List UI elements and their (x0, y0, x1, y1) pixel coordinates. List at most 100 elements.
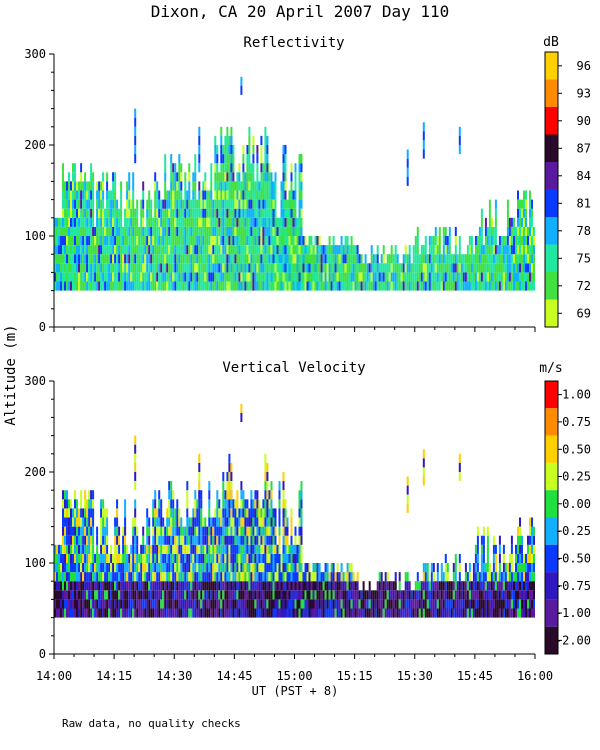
data-cell (250, 608, 253, 618)
data-cell (270, 553, 273, 563)
data-cell (58, 544, 60, 554)
data-cell (232, 190, 235, 200)
data-cell (122, 590, 125, 600)
data-cell (527, 608, 529, 618)
data-cell (168, 490, 171, 500)
data-cell (356, 272, 359, 282)
data-cell (274, 581, 277, 591)
data-cell (154, 208, 157, 218)
data-cell (270, 263, 273, 273)
data-cell (92, 590, 95, 600)
data-cell (88, 608, 91, 618)
data-cell (220, 272, 223, 282)
data-cell (256, 599, 259, 609)
data-cell (525, 272, 527, 282)
data-cell (184, 590, 187, 600)
data-cell (256, 608, 259, 618)
data-cell (156, 199, 159, 209)
data-cell (476, 254, 479, 264)
data-cell (278, 245, 281, 255)
data-cell (394, 599, 397, 609)
data-cell (76, 517, 78, 527)
data-cell (424, 263, 427, 273)
data-cell (256, 281, 259, 291)
data-cell (66, 599, 68, 609)
data-cell (208, 572, 211, 582)
data-cell (226, 126, 229, 136)
data-cell (460, 590, 463, 600)
data-cell (517, 544, 519, 554)
data-cell (94, 254, 97, 264)
data-cell (166, 590, 169, 600)
data-cell (94, 263, 97, 273)
data-cell (442, 226, 445, 236)
data-cell (234, 590, 237, 600)
data-cell (224, 499, 227, 509)
data-cell (108, 245, 111, 255)
data-cell (306, 563, 309, 573)
data-cell (150, 553, 153, 563)
data-cell (120, 217, 123, 227)
data-cell (186, 236, 189, 246)
data-cell (210, 190, 213, 200)
colorbar-label: 0.50 (562, 442, 591, 456)
data-cell (158, 581, 161, 591)
data-cell (144, 226, 147, 236)
data-cell (200, 226, 203, 236)
data-cell (358, 272, 361, 282)
data-cell (390, 245, 393, 255)
data-cell (208, 263, 211, 273)
data-cell (531, 245, 533, 255)
data-cell (116, 208, 119, 218)
data-cell (444, 599, 447, 609)
data-cell (62, 526, 64, 536)
data-cell (416, 581, 419, 591)
data-cell (228, 508, 231, 518)
data-cell (226, 481, 229, 491)
data-cell (270, 599, 273, 609)
data-cell (68, 572, 70, 582)
data-cell (342, 590, 345, 600)
data-cell (354, 263, 357, 273)
data-cell (202, 281, 205, 291)
data-cell (304, 563, 307, 573)
data-cell (258, 544, 261, 554)
data-cell (228, 544, 231, 554)
data-cell (268, 590, 271, 600)
data-cell (258, 581, 261, 591)
data-cell (314, 254, 317, 264)
data-cell (270, 508, 273, 518)
data-cell (250, 245, 253, 255)
data-cell (268, 163, 271, 173)
data-cell (224, 544, 227, 554)
data-cell (196, 590, 199, 600)
data-cell (104, 508, 107, 518)
data-cell (94, 590, 97, 600)
data-cell (186, 572, 189, 582)
data-cell (228, 535, 231, 545)
data-cell (519, 526, 521, 536)
data-cell (400, 590, 403, 600)
data-cell (322, 254, 325, 264)
data-cell (266, 135, 269, 145)
data-cell (502, 544, 505, 554)
data-cell (523, 208, 525, 218)
data-cell (316, 581, 319, 591)
data-cell (238, 272, 241, 282)
data-cell (394, 590, 397, 600)
data-cell (90, 544, 93, 554)
data-cell (394, 572, 397, 582)
data-cell (450, 599, 453, 609)
data-cell (488, 590, 491, 600)
data-cell (248, 526, 251, 536)
data-cell (366, 263, 369, 273)
data-cell (102, 217, 105, 227)
data-cell (142, 245, 145, 255)
data-cell (58, 281, 60, 291)
data-cell (242, 608, 245, 618)
data-cell (108, 553, 111, 563)
data-cell (212, 517, 215, 527)
data-cell (250, 499, 253, 509)
data-cell (332, 590, 335, 600)
data-cell (240, 263, 243, 273)
